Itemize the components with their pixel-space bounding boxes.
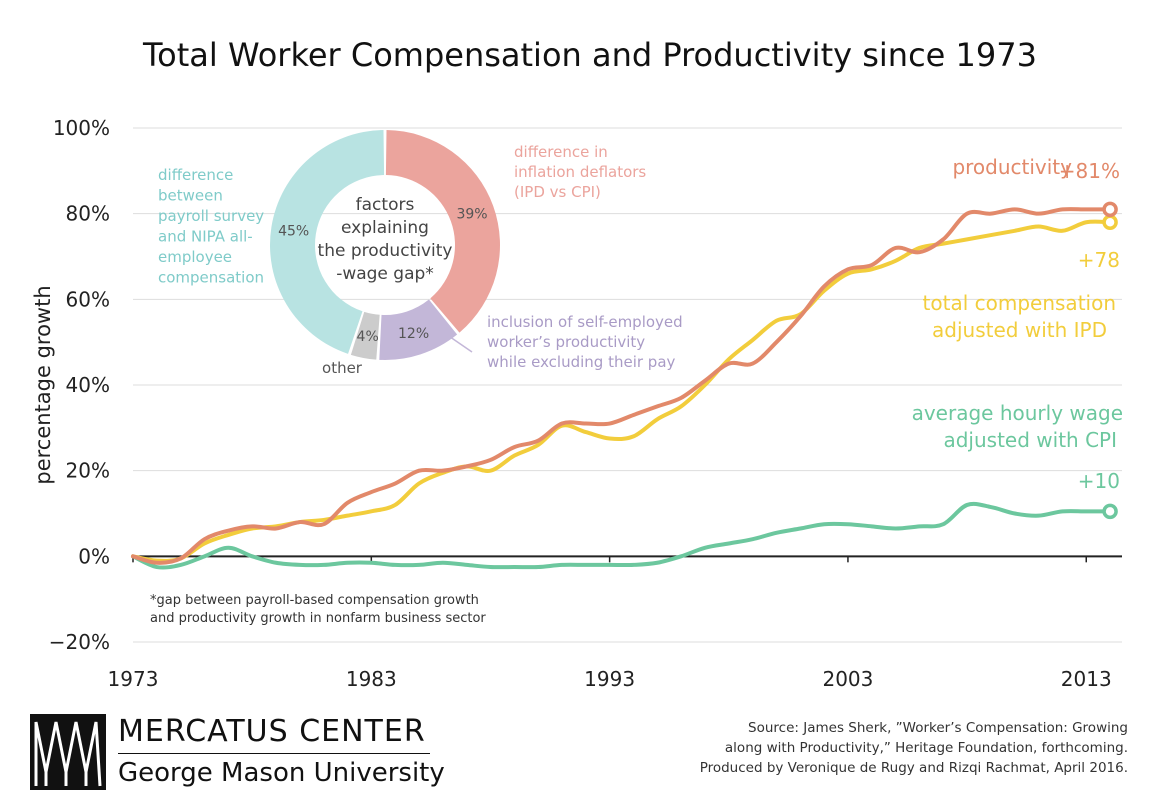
mercatus-logo-mark-icon xyxy=(30,714,106,790)
donut-slice-label: employee xyxy=(158,248,232,266)
donut-slice-label: other xyxy=(322,359,363,377)
donut-slice-label: payroll survey xyxy=(158,207,264,225)
series-endpoint-total xyxy=(1102,214,1118,230)
y-tick-label: −20% xyxy=(49,630,110,654)
donut-slice-label: between xyxy=(158,187,223,205)
series-label: total compensation xyxy=(923,291,1116,315)
donut-slice-label: worker’s productivity xyxy=(487,333,645,351)
donut-slice-label: inclusion of self-employed xyxy=(487,313,683,331)
series-label: adjusted with IPD xyxy=(932,318,1107,342)
mercatus-logo: MERCATUS CENTER George Mason University xyxy=(30,712,450,796)
donut-slice-label: difference xyxy=(158,166,233,184)
series-endpoint-average xyxy=(1102,503,1118,520)
series-label: adjusted with CPI xyxy=(943,428,1117,452)
logo-subtitle: George Mason University xyxy=(118,758,445,788)
series-lines xyxy=(131,201,1118,570)
logo-name: MERCATUS CENTER xyxy=(118,714,426,749)
series-end-value: +10 xyxy=(1078,469,1120,493)
footnote: *gap between payroll-based compensation … xyxy=(150,593,486,626)
series-line-productivity xyxy=(131,207,1113,565)
donut-center-label: -wage gap* xyxy=(336,264,434,284)
y-tick-label: 100% xyxy=(53,116,110,140)
donut-slice-value: 12% xyxy=(398,326,429,342)
x-tick-labels: 1973 1983 1993 2003 2013 xyxy=(108,667,1112,691)
donut-leader-line xyxy=(439,329,473,353)
series-labels: productivity+81% +78 total compensation adj… xyxy=(912,155,1123,493)
footnote-line: and productivity growth in nonfarm busin… xyxy=(150,611,486,626)
donut-slice-label: while excluding their pay xyxy=(487,353,676,371)
series-label: average hourly wage xyxy=(912,401,1123,425)
x-tick-label: 2013 xyxy=(1061,667,1112,691)
series-endpoint-productivity xyxy=(1102,201,1118,218)
donut-slice xyxy=(385,130,500,333)
donut-slice xyxy=(379,299,458,360)
source-line: Produced by Veronique de Rugy and Rizqi … xyxy=(699,760,1128,776)
donut-slice-label: inflation deflators xyxy=(514,163,646,181)
donut-center-label: explaining xyxy=(341,218,429,238)
donut-center-label: factors xyxy=(356,195,415,215)
y-axis-label: percentage growth xyxy=(31,285,55,484)
donut-center-label: the productivity xyxy=(318,241,453,261)
series-end-value: +81% xyxy=(1059,159,1120,183)
donut-slice xyxy=(270,130,385,354)
y-tick-label: 80% xyxy=(66,202,110,226)
x-tick-label: 1983 xyxy=(346,667,397,691)
y-tick-label: 40% xyxy=(66,373,110,397)
source-line: Source: James Sherk, ”Worker’s Compensat… xyxy=(748,720,1128,736)
donut-slice-label: and NIPA all- xyxy=(158,228,253,246)
x-tick-label: 2003 xyxy=(822,667,873,691)
source-line: along with Productivity,” Heritage Found… xyxy=(724,740,1128,756)
donut-slice-value: 39% xyxy=(456,207,487,223)
y-tick-label: 0% xyxy=(78,544,110,568)
y-tick-label: 20% xyxy=(66,459,110,483)
chart-title: Total Worker Compensation and Productivi… xyxy=(142,36,1037,74)
donut-slice-label: compensation xyxy=(158,269,264,287)
donut-slice-value: 4% xyxy=(357,329,379,345)
footnote-line: *gap between payroll-based compensation … xyxy=(150,593,479,608)
donut-slice-value: 45% xyxy=(278,224,309,240)
y-tick-label: 60% xyxy=(66,287,110,311)
series-label: productivity xyxy=(952,155,1072,179)
donut-slice-label: (IPD vs CPI) xyxy=(514,183,601,201)
donut-slice-label: difference in xyxy=(514,143,608,161)
y-tick-labels: −20% 0% 20% 40% 60% 80% 100% xyxy=(49,116,110,654)
donut-slice xyxy=(350,311,380,360)
source-credit: Source: James Sherk, ”Worker’s Compensat… xyxy=(700,718,1128,778)
x-tick-label: 1993 xyxy=(584,667,635,691)
series-line-average xyxy=(131,501,1113,570)
series-end-value: +78 xyxy=(1078,248,1120,272)
inset-donut-chart: 39% 12% 4% 45% factors explaining the producti… xyxy=(158,130,683,377)
logo-divider xyxy=(118,753,430,754)
x-tick-label: 1973 xyxy=(108,667,159,691)
